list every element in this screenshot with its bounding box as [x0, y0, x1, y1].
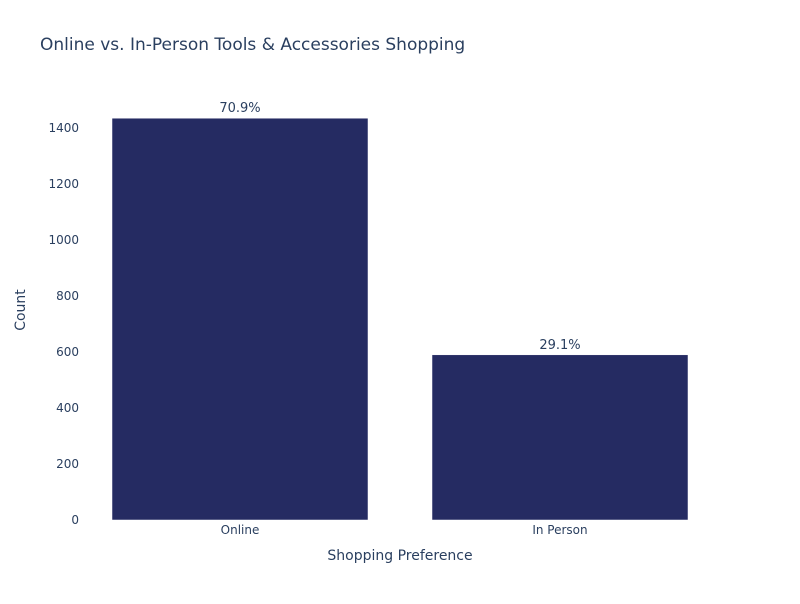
y-tick-label: 1000 — [48, 233, 79, 247]
y-tick-label: 1200 — [48, 177, 79, 191]
y-axis-label: Count — [13, 289, 29, 331]
y-tick-label: 1400 — [48, 121, 79, 135]
x-axis-ticks: Online In Person — [221, 523, 588, 537]
bar-data-label: 70.9% — [219, 101, 260, 116]
bars-group — [111, 117, 689, 521]
x-tick-label: Online — [221, 523, 260, 537]
y-axis-ticks: 0 200 400 600 800 1000 1200 1400 — [48, 121, 79, 527]
y-tick-label: 0 — [71, 513, 79, 527]
data-labels-group: 70.9% 29.1% — [219, 101, 580, 353]
bar-data-label: 29.1% — [539, 338, 580, 353]
x-axis-label: Shopping Preference — [327, 548, 472, 564]
chart-title: Online vs. In-Person Tools & Accessories… — [40, 35, 465, 55]
x-tick-label: In Person — [532, 523, 587, 537]
bar-online[interactable] — [111, 117, 369, 521]
y-tick-label: 200 — [56, 457, 79, 471]
y-tick-label: 400 — [56, 401, 79, 415]
bar-in-person[interactable] — [431, 354, 689, 521]
y-tick-label: 800 — [56, 289, 79, 303]
y-tick-label: 600 — [56, 345, 79, 359]
